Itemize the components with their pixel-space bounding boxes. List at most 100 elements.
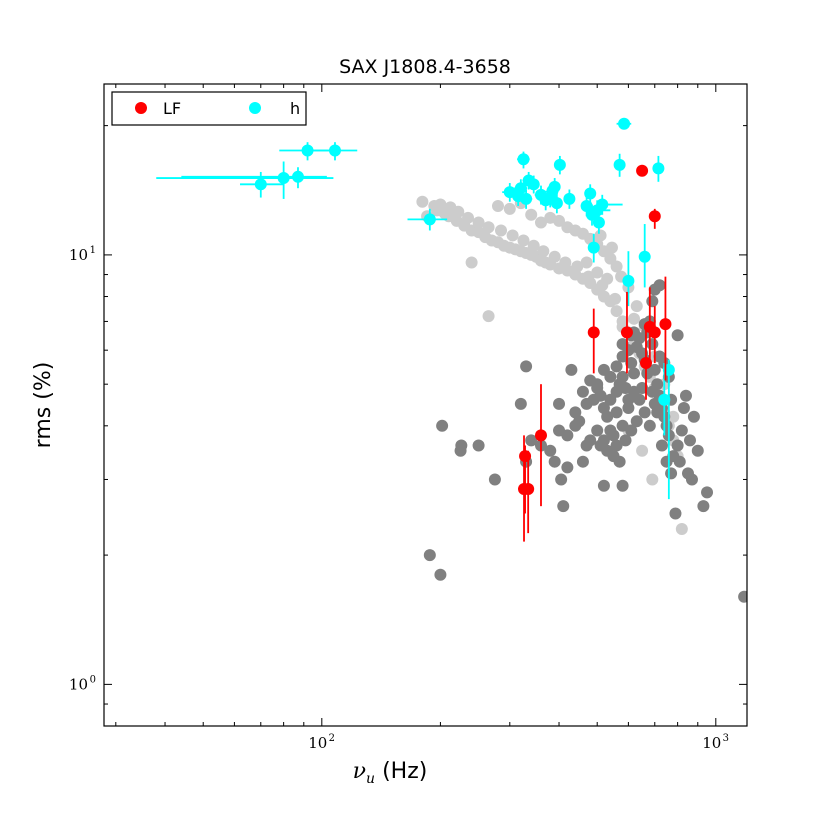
point-h-26 [596,198,609,211]
point-h-1 [277,172,290,185]
point-background_lower-26 [594,389,607,402]
point-h-20 [563,192,576,205]
point-background_lower-91 [630,415,643,428]
point-h-19 [553,158,566,171]
plot-area [156,117,747,603]
x-axis-label-unit: (Hz) [375,759,427,784]
point-h-4 [328,144,341,157]
x-tick-label-0: 10 [308,734,327,752]
point-background_lower-56 [673,455,686,468]
point-background_lower-70 [648,283,661,296]
point-background_lower-30 [607,429,620,442]
point-background_upper-55 [537,245,550,258]
point-background_upper-72 [525,208,538,221]
point-background_upper-0 [416,195,429,208]
point-background_upper-70 [503,202,516,215]
point-LF-10 [636,164,649,177]
point-background_lower-103 [616,419,629,432]
point-background_lower-8 [520,360,533,373]
point-h-31 [638,250,651,263]
point-background_lower-75 [610,360,623,373]
point-h-0 [254,178,267,191]
point-background_lower-21 [576,455,589,468]
point-background_lower-58 [677,402,690,415]
point-background_upper-91 [630,300,643,313]
point-h-10 [520,192,533,205]
point-background_lower-118 [616,479,629,492]
point-LF-3 [534,429,547,442]
point-background_upper-65 [430,204,443,217]
point-background_lower-15 [555,473,568,486]
point-background_lower-13 [548,455,561,468]
data-layer [156,117,747,603]
point-background_lower-61 [683,434,696,447]
point-background_upper-56 [527,239,540,252]
point-background_lower-37 [628,367,641,380]
point-background_lower-109 [648,397,661,410]
point-background_lower-2 [436,419,449,432]
y-tick-label-1: 10 [69,246,88,264]
point-background_lower-68 [671,329,684,342]
x-axis-label-subscript: u [366,771,375,787]
point-background_lower-71 [646,295,659,308]
point-background_lower-67 [738,590,747,603]
point-background_upper-86 [580,256,593,269]
point-background_lower-88 [613,455,626,468]
point-h-29 [618,117,631,130]
point-background_upper-85 [601,272,614,285]
point-h-27 [587,241,600,254]
point-background_upper-57 [517,234,530,247]
point-h-25 [592,216,605,229]
point-background_lower-28 [601,410,614,423]
point-background_lower-12 [544,444,557,457]
point-background_lower-63 [687,410,700,423]
legend: LF h [111,91,307,126]
point-h-33 [658,393,671,406]
point-background_upper-83 [610,260,623,273]
point-LF-0 [519,450,532,463]
point-background_upper-59 [495,224,508,237]
point-h-22 [584,187,597,200]
point-background_upper-88 [605,241,618,254]
point-background_upper-67 [465,256,478,269]
point-background_lower-80 [576,385,589,398]
point-background_lower-81 [569,419,582,432]
point-background_lower-113 [610,439,623,452]
point-h-28 [613,158,626,171]
point-background_lower-55 [671,439,684,452]
point-background_upper-53 [559,256,572,269]
point-background_lower-44 [646,338,659,351]
legend-label-h: h [290,99,300,118]
point-h-30 [622,274,635,287]
point-background_upper-54 [548,250,561,263]
point-h-9 [517,153,530,166]
point-background_lower-117 [597,479,610,492]
point-background_lower-62 [685,473,698,486]
point-LF-8 [648,326,661,339]
point-background_upper-43 [675,523,688,536]
series-h [156,117,675,500]
series-LF [518,164,672,542]
point-background_upper-61 [472,216,485,229]
point-background_lower-106 [633,393,646,406]
point-h-18 [550,197,563,210]
point-background_upper-87 [594,229,607,242]
point-background_lower-36 [625,357,638,370]
point-background_upper-45 [636,444,649,457]
point-background_upper-58 [506,229,519,242]
point-background_lower-66 [701,486,714,499]
point-background_upper-60 [482,221,495,234]
point-background_upper-46 [646,473,659,486]
point-background_lower-7 [514,397,527,410]
point-background_lower-10 [525,434,538,447]
point-background_upper-75 [553,214,566,227]
point-background_upper-69 [491,199,504,212]
point-background_lower-5 [472,439,485,452]
point-background_upper-49 [609,292,622,305]
plot-frame [103,83,748,727]
point-background_lower-0 [423,549,436,562]
point-background_lower-102 [610,406,623,419]
x-tick-label-exp-1: 3 [723,733,729,744]
x-tick-label-1: 10 [702,734,721,752]
